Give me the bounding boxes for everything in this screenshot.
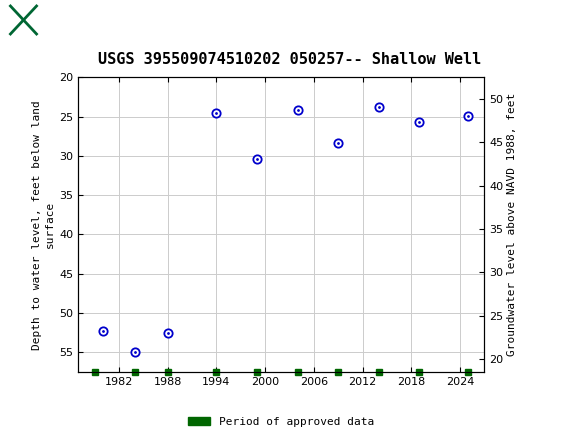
- Bar: [10, 6, 37, 34]
- Y-axis label: Depth to water level, feet below land
surface: Depth to water level, feet below land su…: [32, 100, 55, 350]
- Text: USGS: USGS: [44, 11, 87, 29]
- Legend: Period of approved data: Period of approved data: [184, 412, 379, 430]
- Text: USGS 395509074510202 050257-- Shallow Well: USGS 395509074510202 050257-- Shallow We…: [99, 52, 481, 67]
- Y-axis label: Groundwater level above NAVD 1988, feet: Groundwater level above NAVD 1988, feet: [508, 93, 517, 356]
